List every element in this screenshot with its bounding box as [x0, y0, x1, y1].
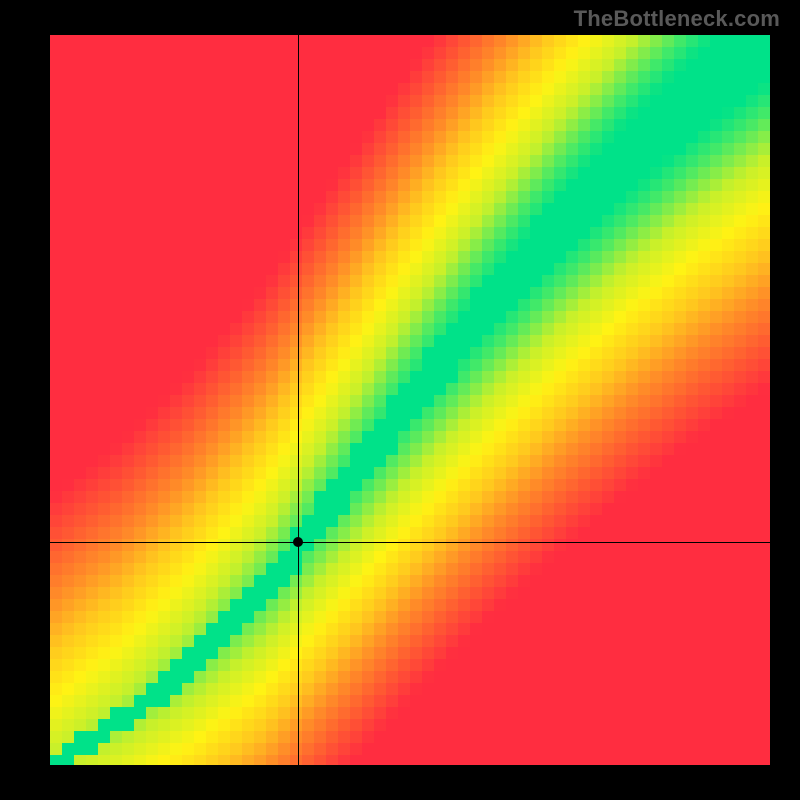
crosshair-vertical: [298, 35, 299, 765]
page-container: TheBottleneck.com: [0, 0, 800, 800]
site-watermark: TheBottleneck.com: [574, 6, 780, 32]
crosshair-horizontal: [50, 542, 770, 543]
heatmap-canvas: [50, 35, 770, 765]
heatmap-plot-area: [50, 35, 770, 765]
crosshair-marker: [293, 537, 303, 547]
